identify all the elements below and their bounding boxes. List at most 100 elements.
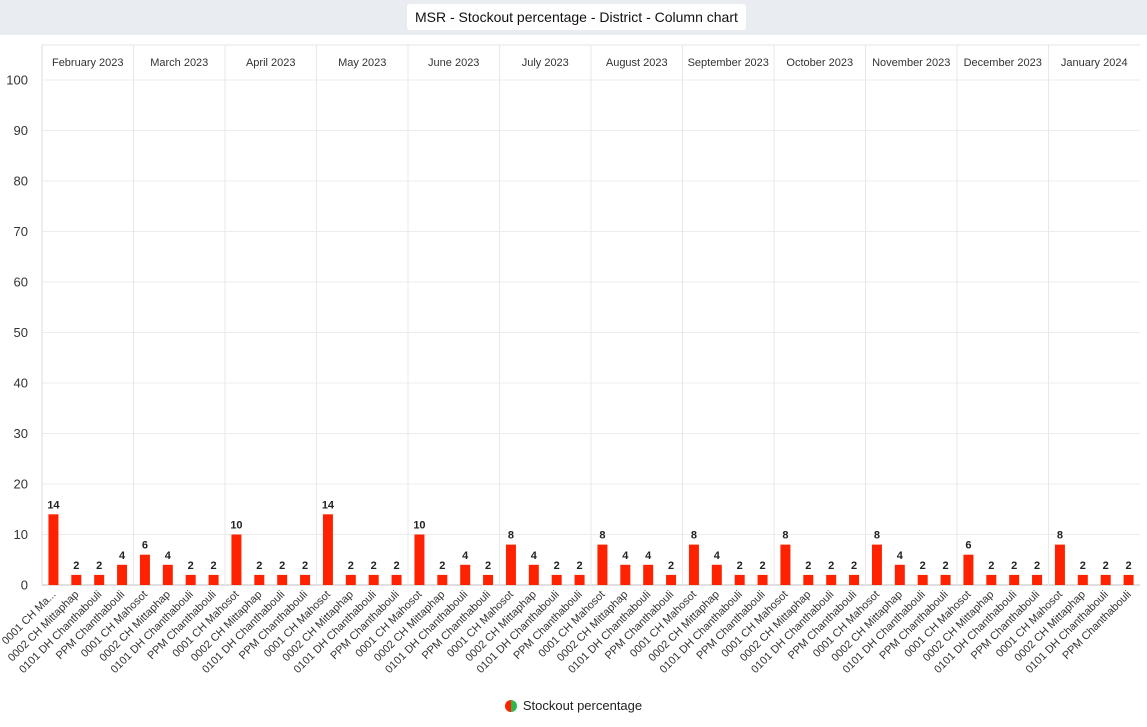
data-label: 2 [302, 560, 308, 572]
data-label: 2 [73, 560, 79, 572]
bar [231, 534, 242, 585]
data-label: 4 [645, 550, 652, 562]
bar [780, 544, 791, 585]
data-label: 8 [508, 530, 514, 542]
legend-label: Stockout percentage [522, 698, 643, 713]
facet-label: November 2023 [872, 57, 950, 69]
facet-label: May 2023 [338, 57, 386, 69]
bar [963, 554, 974, 585]
data-label: 8 [874, 530, 880, 542]
data-label: 4 [622, 550, 629, 562]
data-label: 2 [188, 560, 194, 572]
data-label: 2 [279, 560, 285, 572]
data-label: 2 [1034, 560, 1040, 572]
data-label: 2 [1011, 560, 1017, 572]
bar [871, 544, 882, 585]
bar [940, 574, 951, 585]
chart-title: MSR - Stockout percentage - District - C… [407, 4, 746, 30]
legend-swatch-icon [504, 700, 517, 712]
data-label: 2 [485, 560, 491, 572]
data-label: 2 [439, 560, 445, 572]
y-tick-label: 50 [14, 325, 28, 340]
bar [574, 574, 585, 585]
data-label: 2 [211, 560, 217, 572]
data-label: 4 [462, 550, 469, 562]
data-label: 2 [943, 560, 949, 572]
bar [1032, 574, 1043, 585]
bar [185, 574, 196, 585]
data-label: 8 [782, 530, 788, 542]
facet-label: September 2023 [688, 57, 769, 69]
bar [1077, 574, 1088, 585]
data-label: 2 [1126, 560, 1132, 572]
bar [528, 564, 539, 585]
bar [688, 544, 699, 585]
y-tick-label: 90 [14, 123, 28, 138]
y-tick-label: 100 [6, 73, 28, 88]
bar [597, 544, 608, 585]
data-label: 2 [394, 560, 400, 572]
data-label: 6 [965, 540, 971, 552]
data-label: 4 [897, 550, 904, 562]
bar [803, 574, 814, 585]
data-label: 4 [531, 550, 538, 562]
bar [1100, 574, 1111, 585]
bar [460, 564, 471, 585]
bar [254, 574, 265, 585]
data-label: 2 [805, 560, 811, 572]
bar [620, 564, 631, 585]
data-label: 14 [322, 499, 335, 511]
bar [711, 564, 722, 585]
bar [894, 564, 905, 585]
facet-label: June 2023 [428, 57, 479, 69]
y-tick-label: 20 [14, 477, 28, 492]
bar [117, 564, 128, 585]
bar [826, 574, 837, 585]
bar [94, 574, 105, 585]
data-label: 8 [691, 530, 697, 542]
bar [437, 574, 448, 585]
bar [505, 544, 516, 585]
data-label: 2 [668, 560, 674, 572]
y-tick-label: 10 [14, 527, 28, 542]
facet-label: January 2024 [1061, 57, 1128, 69]
bar [551, 574, 562, 585]
chart-legend[interactable]: Stockout percentage [0, 698, 1147, 713]
bar [757, 574, 768, 585]
bar [71, 574, 82, 585]
bar [322, 514, 333, 585]
data-label: 10 [230, 520, 242, 532]
facet-label: February 2023 [52, 57, 124, 69]
y-tick-label: 70 [14, 224, 28, 239]
y-tick-label: 30 [14, 426, 28, 441]
bar [162, 564, 173, 585]
data-label: 2 [737, 560, 743, 572]
facet-label: August 2023 [606, 57, 668, 69]
bar [917, 574, 928, 585]
data-label: 6 [142, 540, 148, 552]
bar [414, 534, 425, 585]
facet-label: July 2023 [522, 57, 569, 69]
data-label: 8 [599, 530, 605, 542]
bar [643, 564, 654, 585]
data-label: 4 [119, 550, 126, 562]
data-label: 2 [920, 560, 926, 572]
data-label: 2 [577, 560, 583, 572]
data-label: 2 [828, 560, 834, 572]
bar [48, 514, 59, 585]
y-tick-label: 0 [21, 578, 28, 593]
bar [1123, 574, 1134, 585]
bar [208, 574, 219, 585]
data-label: 4 [714, 550, 721, 562]
facet-label: March 2023 [150, 57, 208, 69]
data-label: 14 [47, 499, 60, 511]
y-tick-label: 80 [14, 174, 28, 189]
data-label: 4 [165, 550, 172, 562]
bar [666, 574, 677, 585]
data-label: 2 [851, 560, 857, 572]
data-label: 8 [1057, 530, 1063, 542]
facet-label: October 2023 [786, 57, 853, 69]
bar [734, 574, 745, 585]
data-label: 2 [348, 560, 354, 572]
